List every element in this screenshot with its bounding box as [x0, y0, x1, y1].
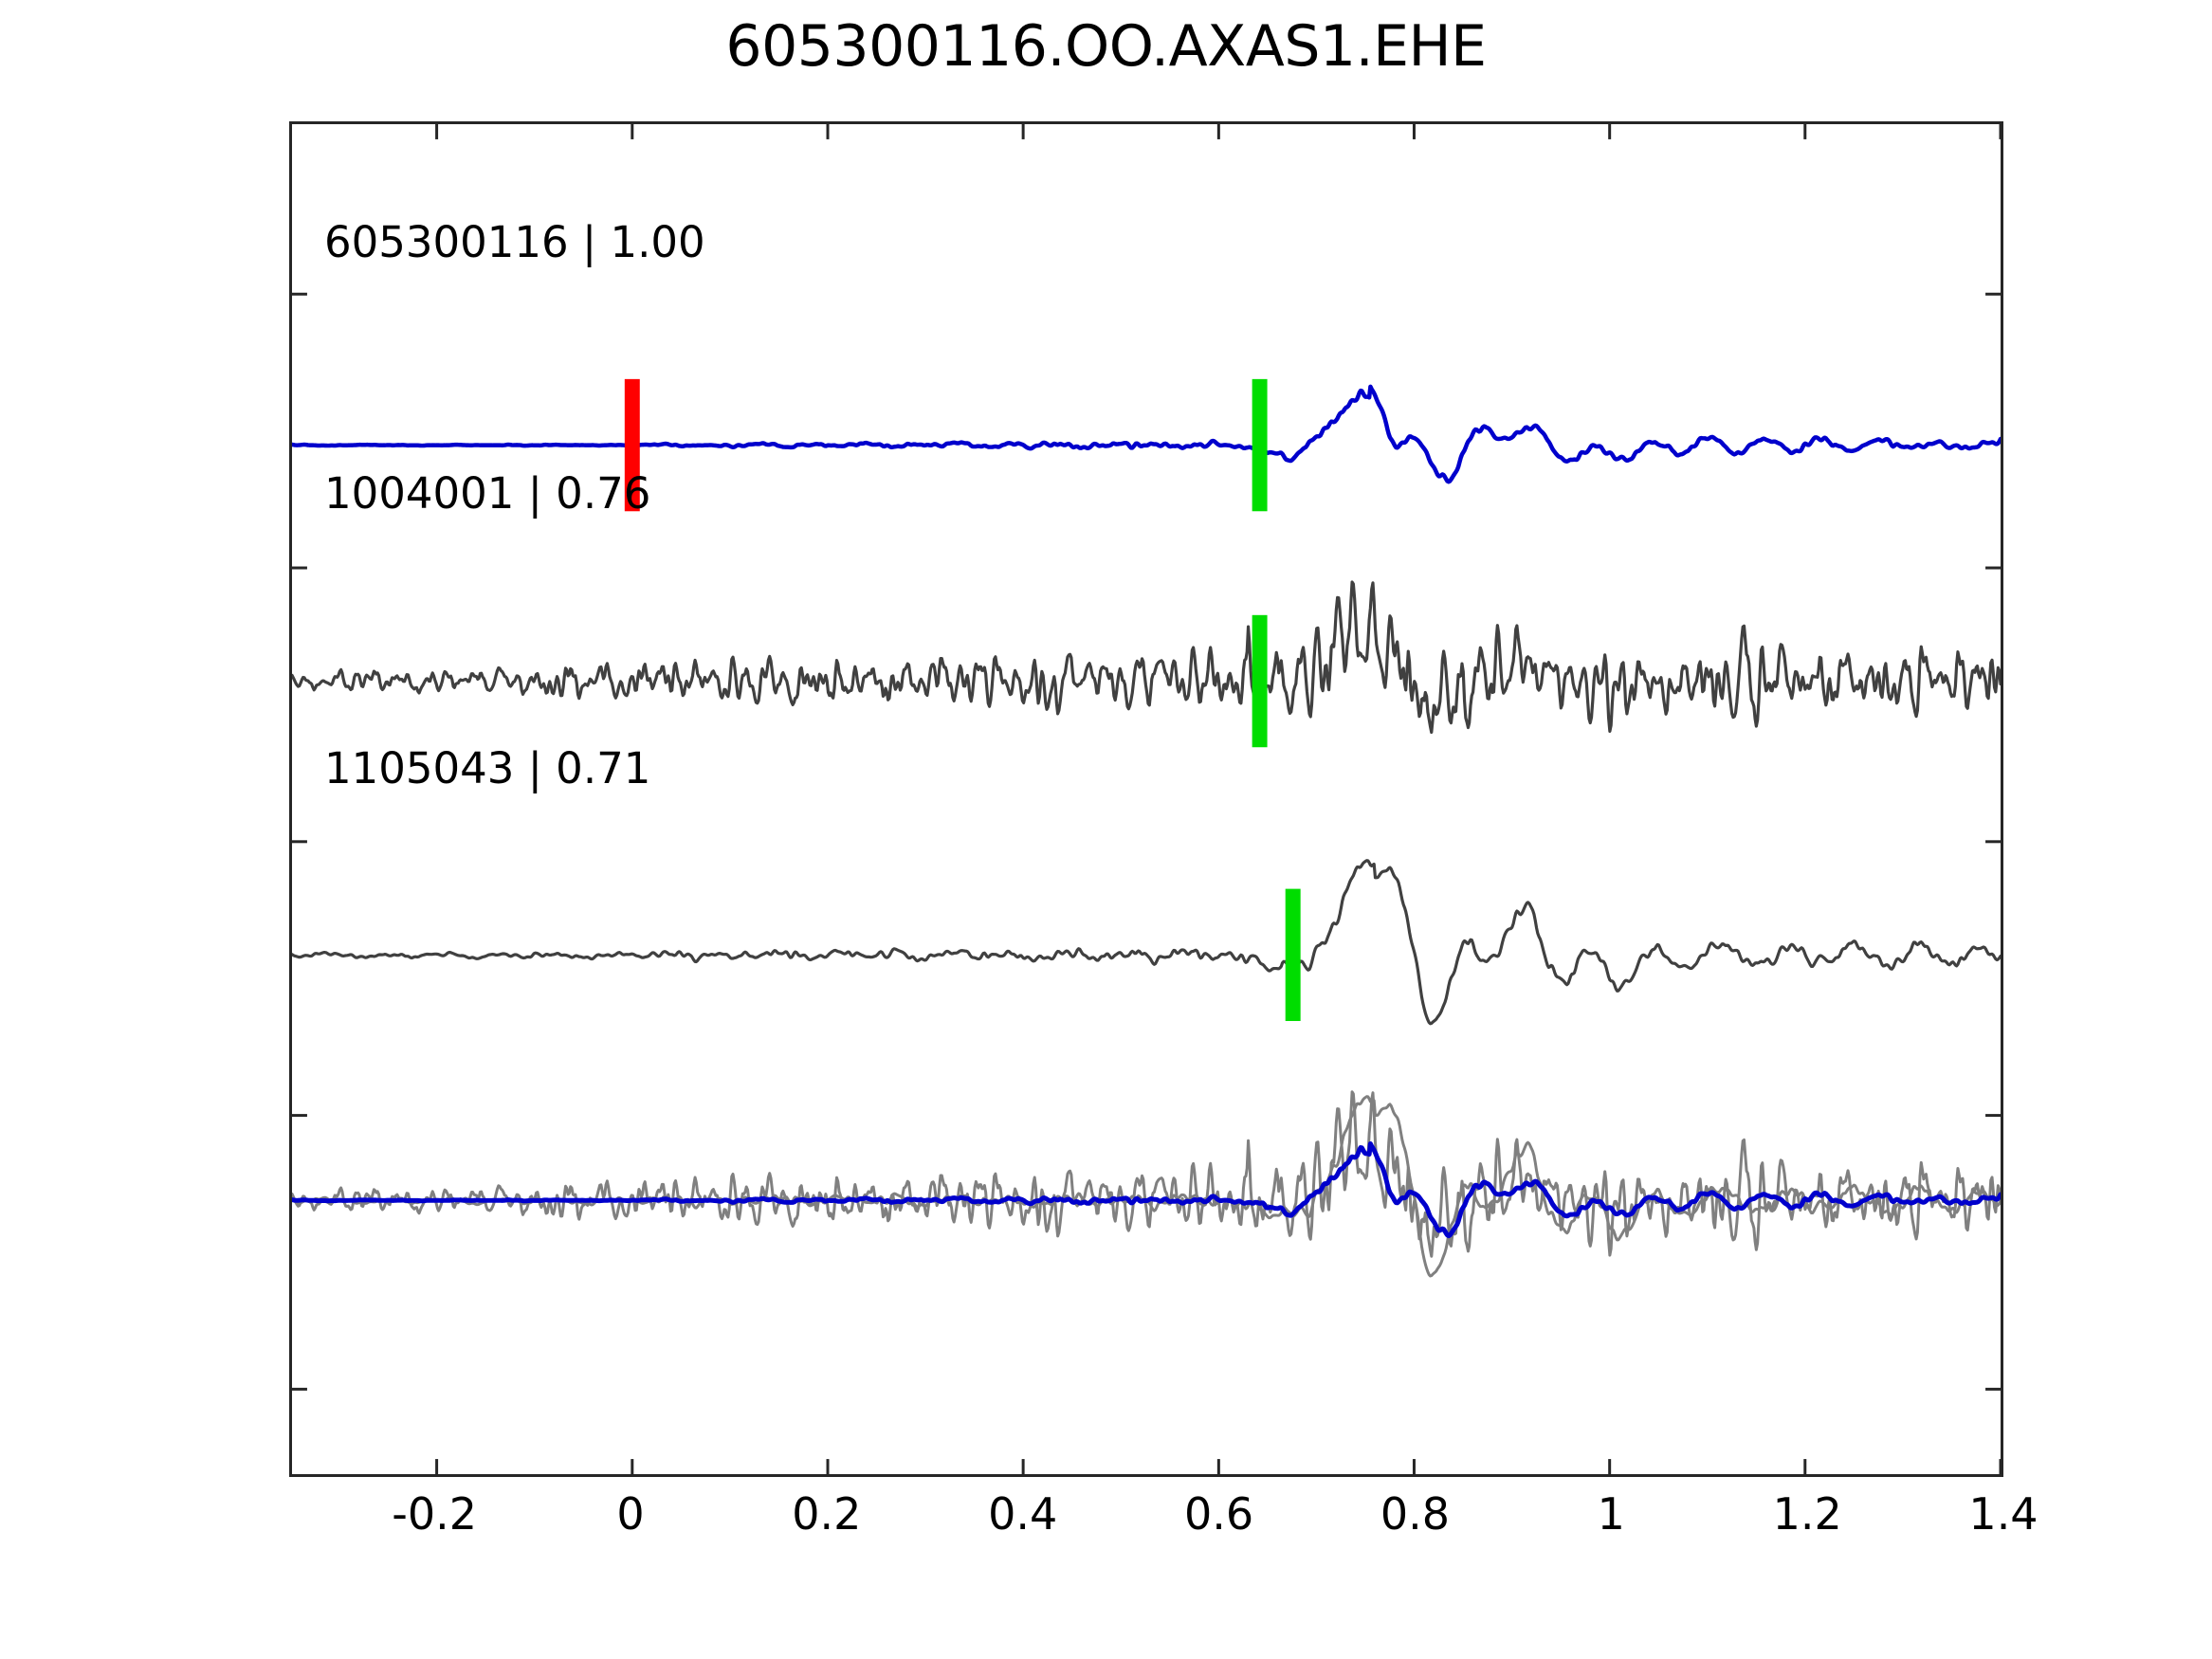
overlay-trace-1004001 — [292, 1090, 2001, 1258]
trace-label-1004001: 1004001 | 0.76 — [324, 468, 651, 519]
x-tick-label: 0 — [616, 1488, 645, 1540]
pick-marker-green-pick-1105043[interactable] — [1285, 888, 1301, 1022]
x-tick-label: 1.2 — [1772, 1488, 1842, 1540]
x-tick-label: 0.2 — [792, 1488, 862, 1540]
x-tick-label: 1.4 — [1968, 1488, 2038, 1540]
x-tick-label: 0.8 — [1380, 1488, 1450, 1540]
waveform-svg — [292, 124, 2001, 1474]
pick-marker-green-pick-1004001[interactable] — [1252, 614, 1268, 748]
x-tick-label: 0.4 — [988, 1488, 1058, 1540]
trace-label-605300116: 605300116 | 1.00 — [324, 217, 705, 267]
x-axis-tick-labels: -0.2 0 0.2 0.4 0.6 0.8 1 1.2 1.4 — [289, 1488, 2038, 1564]
waveform-trace-1105043 — [292, 859, 2001, 1026]
overlay-trace-605300116 — [292, 1140, 2001, 1239]
pick-marker-red-pick-605300116[interactable] — [624, 378, 640, 512]
trace-label-1105043: 1105043 | 0.71 — [324, 743, 651, 793]
x-tick-label: 0.6 — [1183, 1488, 1254, 1540]
overlay-trace-1105043 — [292, 1095, 2001, 1278]
pick-marker-green-pick-605300116[interactable] — [1252, 378, 1268, 512]
page-title: 605300116.OO.AXAS1.EHE — [725, 13, 1487, 80]
x-tick-label: 1 — [1597, 1488, 1625, 1540]
plot-area[interactable]: 605300116 | 1.00 1004001 | 0.76 1105043 … — [289, 121, 2003, 1477]
waveform-trace-1004001 — [292, 580, 2001, 735]
waveform-trace-605300116 — [292, 384, 2001, 484]
x-tick-label: -0.2 — [392, 1488, 478, 1540]
